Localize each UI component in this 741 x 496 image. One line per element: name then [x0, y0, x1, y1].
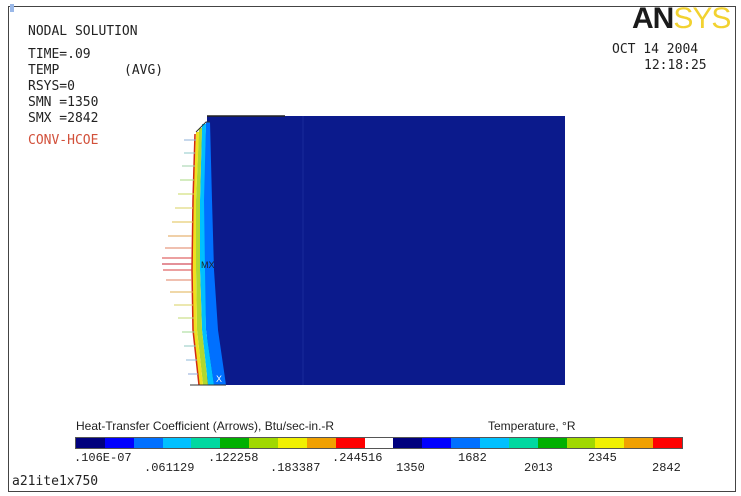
yellow-layer [192, 132, 203, 385]
green-layer [196, 128, 208, 385]
temp-label: TEMP [28, 63, 60, 78]
color-scale-swatch [278, 438, 307, 448]
temp-tick: 2013 [524, 461, 553, 475]
contour-color-scale [75, 437, 683, 449]
color-scale-swatch [162, 438, 192, 448]
jobname-label: a21ite1x750 [12, 474, 99, 489]
window-number-marker [10, 4, 14, 12]
mx-marker: MX [201, 260, 215, 270]
color-scale-swatch [537, 438, 567, 448]
color-scale-swatch [451, 438, 481, 448]
color-scale-swatch [508, 438, 538, 448]
date-readout: OCT 14 2004 [612, 42, 699, 57]
color-scale-swatch [249, 438, 279, 448]
ansys-logo: ANSYS [632, 2, 731, 35]
temperature-legend-title: Temperature, °R [488, 419, 576, 433]
solid-region [207, 116, 565, 385]
avg-label: (AVG) [124, 63, 164, 78]
temp-tick: 2842 [652, 461, 681, 475]
conv-hcoe-label: CONV-HCOE [28, 133, 99, 148]
smn-readout: SMN =1350 [28, 95, 99, 110]
color-scale-swatch [364, 438, 394, 448]
temp-tick: 1350 [396, 461, 425, 475]
plot-title: NODAL SOLUTION [28, 24, 138, 39]
hcoe-arrows [162, 139, 198, 375]
temp-tick: 1682 [458, 451, 487, 465]
blue-layer [203, 122, 226, 385]
color-scale-swatch [104, 438, 134, 448]
color-scale-swatch [624, 438, 654, 448]
color-scale-swatch [653, 438, 683, 448]
color-scale-swatch [566, 438, 596, 448]
cyan-layer [200, 124, 214, 385]
color-scale-swatch [76, 438, 105, 448]
temp-tick: 2345 [588, 451, 617, 465]
hcoe-tick: .106E-07 [74, 451, 132, 465]
hcoe-tick: .244516 [332, 451, 383, 465]
color-scale-swatch [335, 438, 365, 448]
color-scale-swatch [220, 438, 250, 448]
outer-edge [195, 121, 210, 133]
hcoe-tick: .122258 [208, 451, 259, 465]
smx-readout: SMX =2842 [28, 111, 99, 126]
hcoe-legend-title: Heat-Transfer Coefficient (Arrows), Btu/… [76, 419, 335, 433]
color-scale-swatch [595, 438, 625, 448]
color-scale-swatch [393, 438, 423, 448]
color-scale-swatch [133, 438, 163, 448]
mn-marker: X [216, 374, 222, 384]
color-scale-swatch [191, 438, 221, 448]
hcoe-tick: .061129 [144, 461, 195, 475]
time-readout: TIME=.09 [28, 47, 91, 62]
color-scale-swatch [480, 438, 509, 448]
hcoe-tick: .183387 [270, 461, 321, 475]
rsys-readout: RSYS=0 [28, 79, 75, 94]
color-scale-swatch [306, 438, 336, 448]
time-of-day-readout: 12:18:25 [644, 58, 707, 73]
color-scale-swatch [422, 438, 452, 448]
